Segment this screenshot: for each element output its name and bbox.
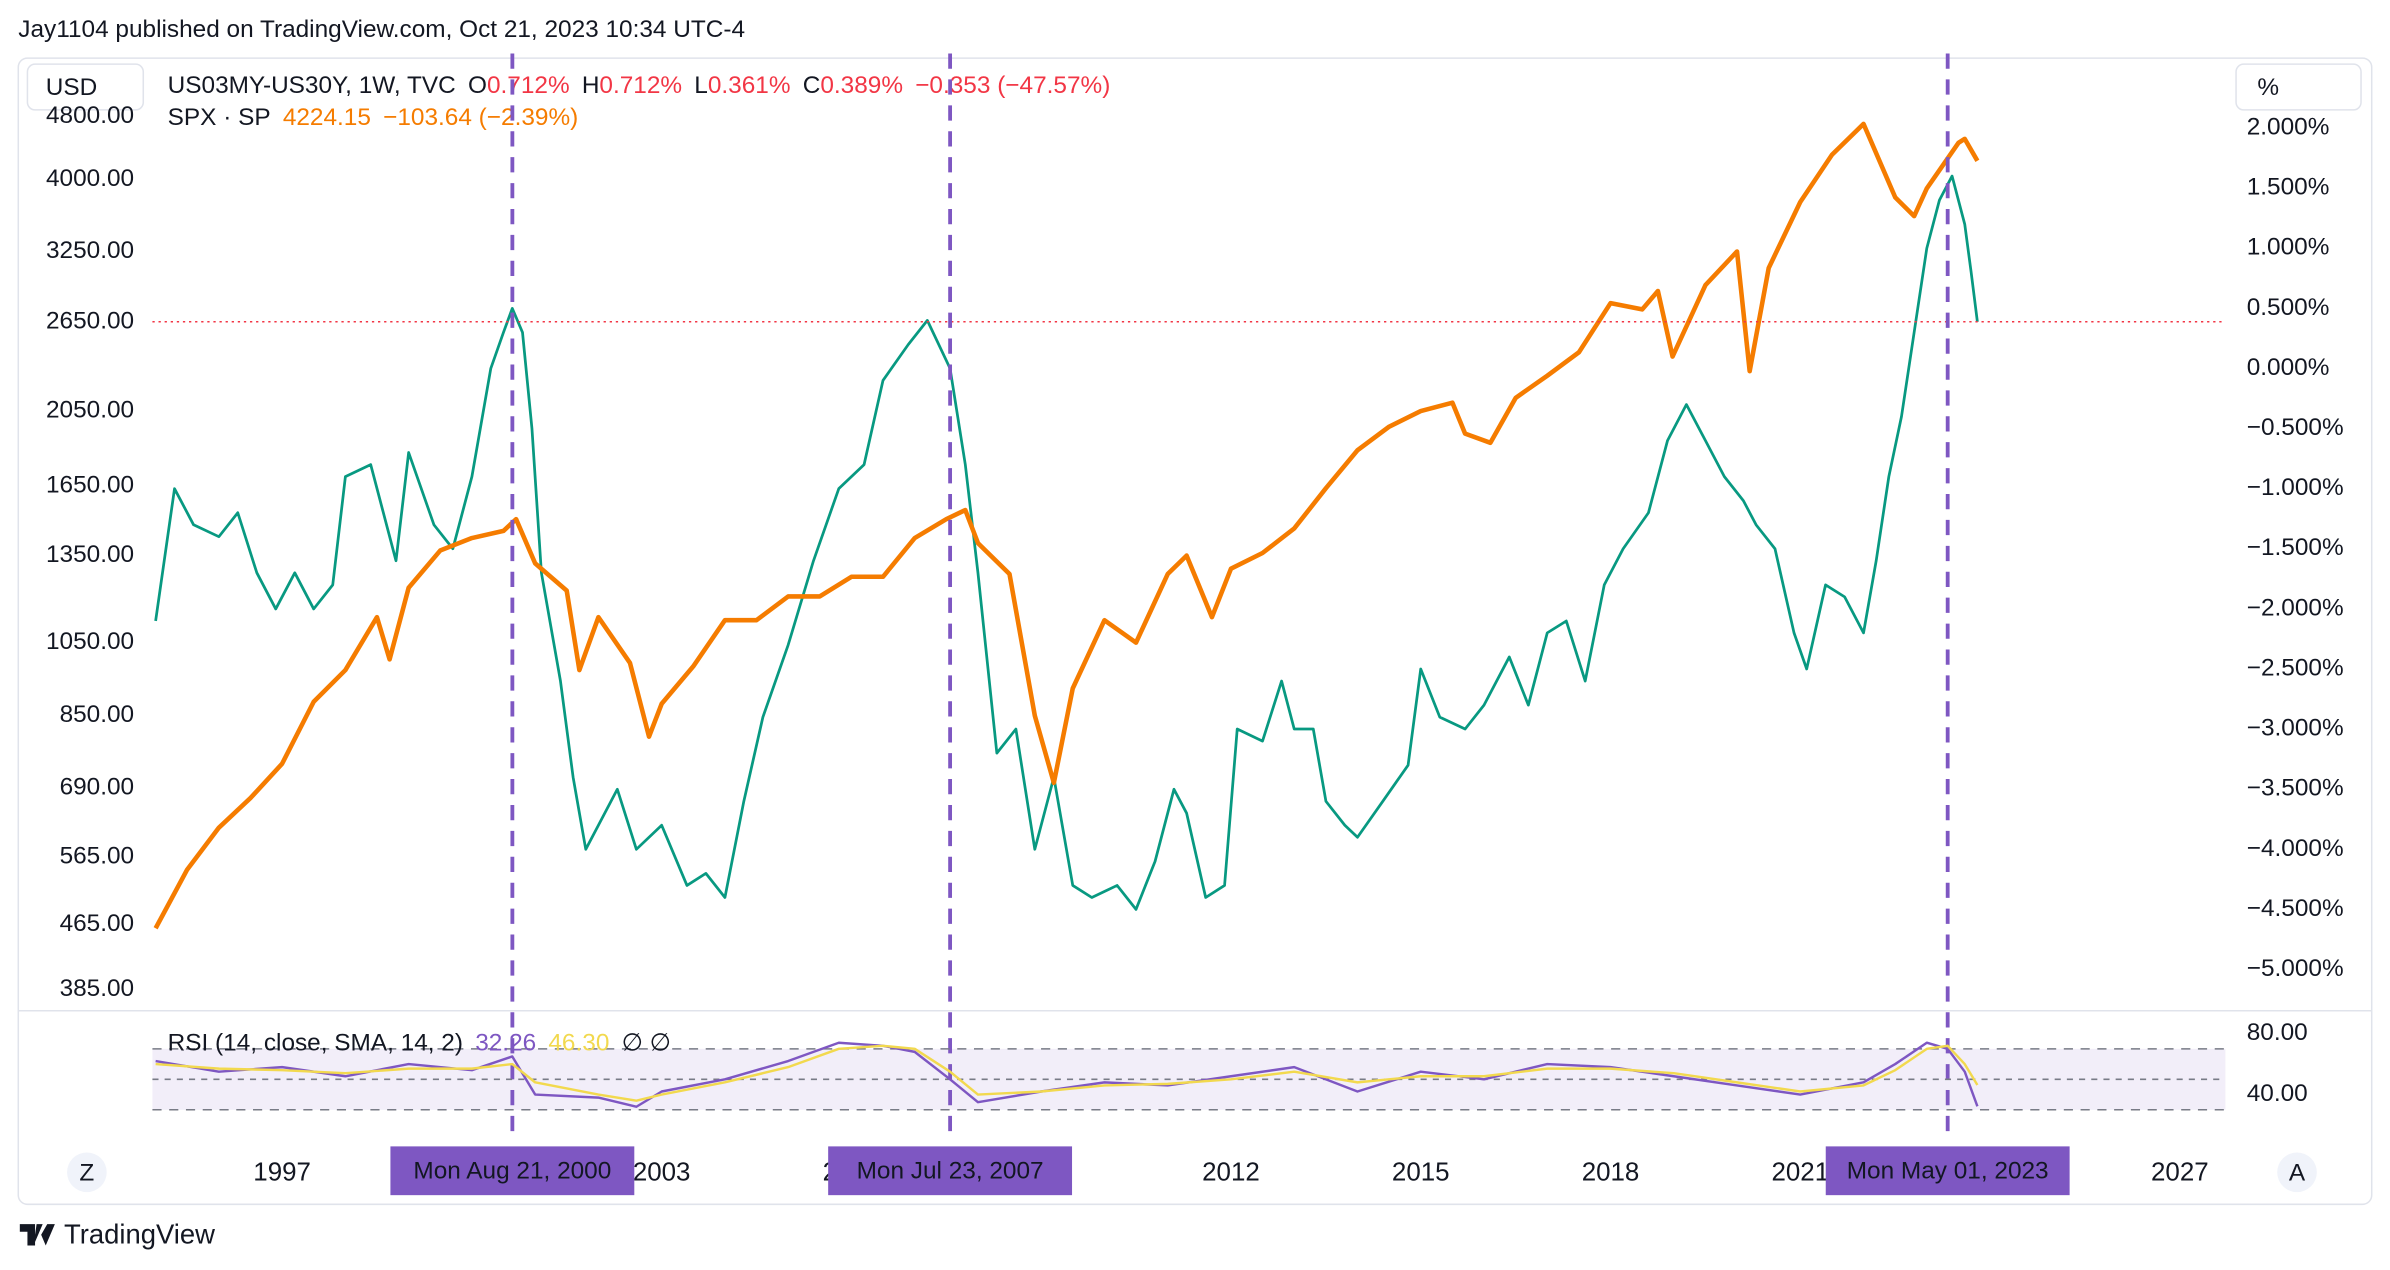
y-tick-label: 4800.00: [46, 102, 134, 129]
y2-tick-label: 0.000%: [2247, 354, 2330, 381]
legend-key: C: [803, 72, 821, 99]
legend-value: 0.361%: [708, 72, 791, 99]
legend-name: US03MY-US30Y, 1W, TVC: [168, 72, 456, 99]
legend-value: 0.712%: [487, 72, 570, 99]
y-tick-label: 850.00: [60, 701, 135, 728]
y-tick-label: 80.00: [2247, 1019, 2308, 1046]
y-tick-label: 465.00: [60, 910, 135, 937]
series-line: [153, 121, 1980, 930]
y-tick-label: 690.00: [60, 773, 135, 800]
y-tick-label: 40.00: [2247, 1080, 2308, 1107]
date-label: Mon May 01, 2023: [1847, 1158, 2049, 1185]
x-tick-label: 2027: [2151, 1159, 2209, 1187]
left-button-label[interactable]: Z: [79, 1159, 94, 1186]
legend-value: 0.712%: [599, 72, 682, 99]
legend-value: 0.389%: [820, 72, 903, 99]
right-button-label[interactable]: A: [2289, 1159, 2306, 1186]
series-line: [155, 1044, 1979, 1102]
y2-tick-label: 2.000%: [2247, 113, 2330, 140]
legend-value: 4224.15: [283, 104, 371, 131]
currency-button-label[interactable]: USD: [46, 74, 97, 101]
y-tick-label: 1050.00: [46, 628, 134, 655]
x-tick-label: 1997: [253, 1159, 311, 1187]
rsi-legend: RSI (14, close, SMA, 14, 2) 32.26 46.30 ∅ ∅: [168, 1030, 671, 1057]
logo-icon: [19, 1224, 55, 1246]
date-label-box: [1825, 1146, 2070, 1196]
y-tick-label: 4000.00: [46, 165, 134, 192]
y2-tick-label: −1.000%: [2247, 474, 2344, 501]
y2-tick-label: −3.500%: [2247, 775, 2344, 802]
series-line: [154, 174, 1979, 911]
currency-button[interactable]: [26, 63, 145, 111]
y-tick-label: 2650.00: [46, 308, 134, 335]
x-tick-label: 2018: [1582, 1159, 1640, 1187]
y2-tick-label: −4.000%: [2247, 835, 2344, 862]
publisher-line: Jay1104 published on TradingView.com, Oc…: [18, 16, 745, 43]
rsi-title: RSI (14, close, SMA, 14, 2): [168, 1030, 463, 1057]
logo-text: TradingView: [64, 1219, 215, 1250]
legend-change: −103.64 (−2.39%): [383, 104, 578, 131]
y2-tick-label: −0.500%: [2247, 414, 2344, 441]
date-label-box: [828, 1146, 1073, 1196]
y2-tick-label: −2.500%: [2247, 654, 2344, 681]
y-tick-label: 1650.00: [46, 472, 134, 499]
y-tick-label: 3250.00: [46, 237, 134, 264]
x-tick-label: 2021: [1771, 1159, 1829, 1187]
legend-key: H: [582, 72, 600, 99]
left-button[interactable]: [67, 1152, 107, 1193]
y2-tick-label: 1.500%: [2247, 174, 2330, 201]
logo: TradingView: [19, 1219, 215, 1250]
rsi-extra: ∅ ∅: [622, 1030, 671, 1057]
y-tick-label: 1350.00: [46, 541, 134, 568]
right-button[interactable]: [2277, 1152, 2317, 1193]
legend-key: L: [694, 72, 708, 99]
legend-row: US03MY-US30Y, 1W, TVC O0.712% H0.712% L0.36…: [168, 72, 1111, 99]
x-tick-label: 2003: [633, 1159, 691, 1187]
y-tick-label: 385.00: [60, 975, 135, 1002]
chart-frame: [17, 57, 2373, 1206]
y2-tick-label: −3.000%: [2247, 715, 2344, 742]
legend-row: SPX · SP 4224.15 −103.64 (−2.39%): [168, 104, 579, 131]
scale-button-label[interactable]: %: [2257, 74, 2279, 101]
date-label: Mon Aug 21, 2000: [413, 1158, 611, 1185]
rsi-legend-value: 46.30: [548, 1030, 609, 1057]
date-label-box: [390, 1146, 635, 1196]
legend-name: SPX · SP: [168, 104, 271, 131]
scale-button[interactable]: [2235, 63, 2362, 111]
y2-tick-label: −4.500%: [2247, 895, 2344, 922]
legend-change: −0.353 (−47.57%): [915, 72, 1110, 99]
legend-key: O: [468, 72, 487, 99]
y2-tick-label: −2.000%: [2247, 594, 2344, 621]
date-label: Mon Jul 23, 2007: [857, 1158, 1044, 1185]
y-tick-label: 565.00: [60, 842, 135, 869]
x-tick-label: 2012: [1202, 1159, 1260, 1187]
y2-tick-label: −1.500%: [2247, 534, 2344, 561]
x-tick-label: 2015: [1392, 1159, 1450, 1187]
y-tick-label: 2050.00: [46, 396, 134, 423]
rsi-legend-value: 32.26: [475, 1030, 536, 1057]
y2-tick-label: 1.000%: [2247, 234, 2330, 261]
y2-tick-label: 0.500%: [2247, 294, 2330, 321]
y2-tick-label: −5.000%: [2247, 955, 2344, 982]
